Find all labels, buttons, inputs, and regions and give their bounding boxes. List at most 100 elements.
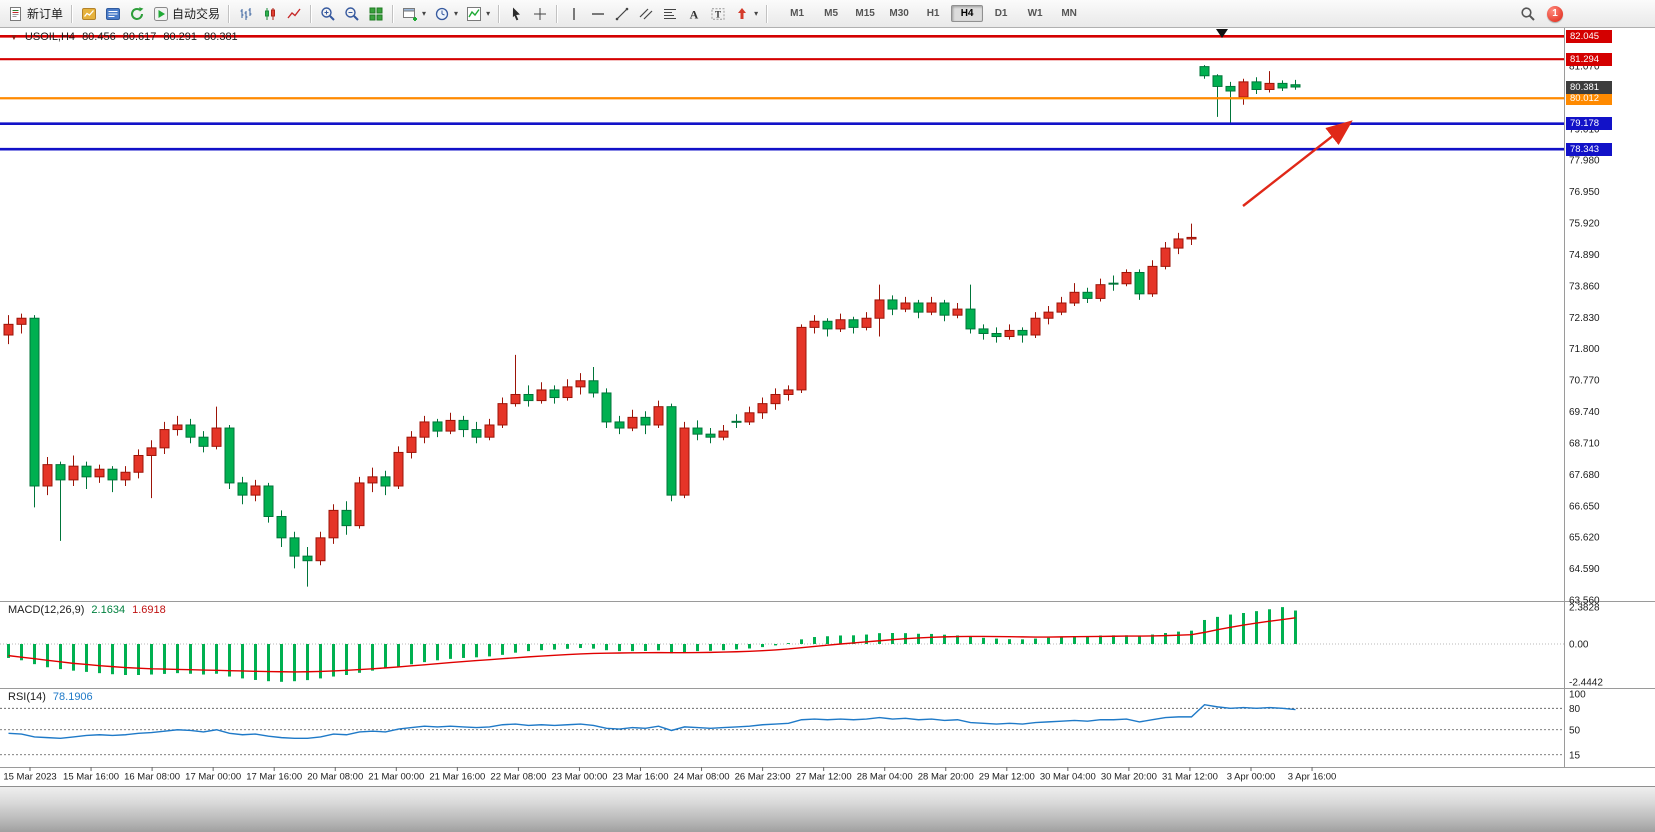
candle[interactable] bbox=[484, 418, 495, 441]
candle[interactable] bbox=[952, 302, 963, 319]
candle[interactable] bbox=[796, 324, 807, 393]
candle[interactable] bbox=[1030, 312, 1041, 339]
candle[interactable] bbox=[1043, 306, 1054, 325]
new-chart-button[interactable] bbox=[77, 3, 101, 25]
candle[interactable] bbox=[341, 501, 352, 535]
candle[interactable] bbox=[432, 418, 443, 438]
indicators-button[interactable]: ▾ bbox=[462, 3, 494, 25]
candle[interactable] bbox=[211, 406, 222, 450]
candle[interactable] bbox=[731, 414, 742, 429]
candle[interactable] bbox=[276, 510, 287, 547]
new-window-button[interactable]: ▾ bbox=[398, 3, 430, 25]
candle[interactable] bbox=[1004, 324, 1015, 340]
notification-badge[interactable]: 1 bbox=[1547, 5, 1563, 22]
candle[interactable] bbox=[263, 482, 274, 523]
candle[interactable] bbox=[887, 295, 898, 316]
candle[interactable] bbox=[289, 531, 300, 569]
candle[interactable] bbox=[419, 415, 430, 444]
candle[interactable] bbox=[16, 313, 27, 334]
candle[interactable] bbox=[1147, 260, 1158, 297]
candle[interactable] bbox=[1277, 80, 1288, 92]
candle[interactable] bbox=[185, 418, 196, 444]
candle[interactable] bbox=[523, 385, 534, 407]
candle[interactable] bbox=[159, 421, 170, 454]
candle[interactable] bbox=[445, 412, 456, 435]
candle[interactable] bbox=[471, 421, 482, 444]
candle[interactable] bbox=[575, 373, 586, 395]
channel-button[interactable] bbox=[634, 3, 658, 25]
candle[interactable] bbox=[666, 403, 677, 502]
candle[interactable] bbox=[653, 400, 664, 429]
timeframe-button-d1[interactable]: D1 bbox=[994, 8, 1008, 19]
candle[interactable] bbox=[393, 446, 404, 490]
candle[interactable] bbox=[81, 461, 92, 490]
candle[interactable] bbox=[1238, 78, 1249, 105]
candle[interactable] bbox=[536, 382, 547, 404]
candle[interactable] bbox=[744, 406, 755, 425]
candle[interactable] bbox=[770, 388, 781, 410]
candle[interactable] bbox=[1290, 79, 1301, 90]
cycles-button[interactable]: ▾ bbox=[430, 3, 462, 25]
candle[interactable] bbox=[913, 299, 924, 319]
candle[interactable] bbox=[627, 409, 638, 432]
candle[interactable] bbox=[1186, 223, 1197, 246]
timeframe-button-mn[interactable]: MN bbox=[1061, 8, 1077, 19]
trendline-button[interactable] bbox=[610, 3, 634, 25]
candle[interactable] bbox=[1108, 275, 1119, 291]
timeframe-button-m1[interactable]: M1 bbox=[790, 8, 805, 19]
candle[interactable] bbox=[367, 467, 378, 493]
candle[interactable] bbox=[1264, 71, 1275, 93]
candle[interactable] bbox=[562, 379, 573, 401]
candle[interactable] bbox=[1095, 278, 1106, 302]
candle[interactable] bbox=[991, 327, 1002, 343]
candle[interactable] bbox=[406, 431, 417, 459]
candle[interactable] bbox=[1069, 283, 1080, 307]
candle[interactable] bbox=[29, 315, 40, 508]
candle[interactable] bbox=[224, 424, 235, 490]
candlestick-chart-button[interactable] bbox=[258, 3, 282, 25]
candle[interactable] bbox=[250, 479, 261, 502]
candle[interactable] bbox=[354, 476, 365, 529]
candle[interactable] bbox=[302, 546, 313, 587]
candle[interactable] bbox=[705, 428, 716, 444]
candle[interactable] bbox=[380, 470, 391, 496]
shapes-button[interactable]: ▾ bbox=[730, 3, 762, 25]
candle[interactable] bbox=[614, 415, 625, 435]
candle[interactable] bbox=[315, 531, 326, 566]
cursor-button[interactable] bbox=[504, 3, 528, 25]
zoom-out-button[interactable] bbox=[340, 3, 364, 25]
candle[interactable] bbox=[588, 367, 599, 398]
candle[interactable] bbox=[55, 461, 66, 541]
profiles-button[interactable] bbox=[101, 3, 125, 25]
candle[interactable] bbox=[926, 296, 937, 316]
candle[interactable] bbox=[783, 385, 794, 401]
candle[interactable] bbox=[679, 421, 690, 499]
zoom-in-button[interactable] bbox=[316, 3, 340, 25]
candle[interactable] bbox=[1225, 81, 1236, 125]
candle[interactable] bbox=[1134, 269, 1145, 300]
candle[interactable] bbox=[692, 420, 703, 441]
text-button[interactable]: A bbox=[682, 3, 706, 25]
candle[interactable] bbox=[822, 318, 833, 337]
candle[interactable] bbox=[510, 354, 521, 407]
candle[interactable] bbox=[1212, 74, 1223, 117]
horizontal-line-button[interactable] bbox=[586, 3, 610, 25]
candle[interactable] bbox=[965, 284, 976, 334]
crosshair-button[interactable] bbox=[528, 3, 552, 25]
new-order-button[interactable]: 新订单 bbox=[4, 3, 67, 25]
candle[interactable] bbox=[42, 457, 53, 496]
candle[interactable] bbox=[601, 388, 612, 429]
candle[interactable] bbox=[1251, 77, 1262, 95]
timeframe-button-h1[interactable]: H1 bbox=[926, 8, 940, 19]
candle[interactable] bbox=[3, 315, 14, 345]
refresh-button[interactable] bbox=[125, 3, 149, 25]
candle[interactable] bbox=[172, 415, 183, 436]
candle[interactable] bbox=[1199, 65, 1210, 79]
autotrading-button[interactable]: 自动交易 bbox=[149, 3, 224, 25]
line-chart-button[interactable] bbox=[282, 3, 306, 25]
candle[interactable] bbox=[1160, 241, 1171, 270]
candle[interactable] bbox=[640, 411, 651, 435]
candle[interactable] bbox=[848, 316, 859, 334]
fibonacci-button[interactable] bbox=[658, 3, 682, 25]
